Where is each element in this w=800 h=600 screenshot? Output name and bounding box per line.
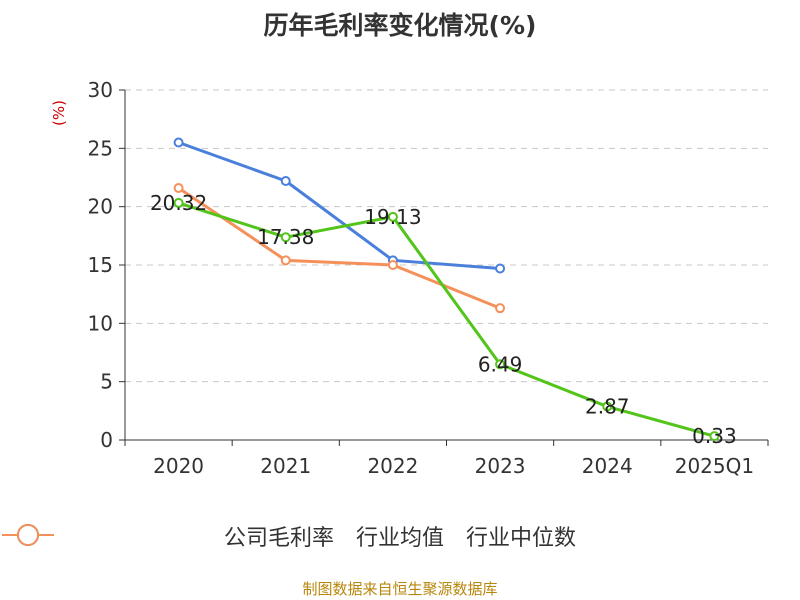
data-point: [173, 183, 184, 193]
data-point: [280, 176, 291, 186]
data-label: 6.49: [478, 352, 523, 376]
chart-title: 历年毛利率变化情况(%): [263, 11, 537, 40]
y-tick-label: 20: [88, 195, 113, 219]
data-point: [173, 137, 184, 148]
data-point: [280, 255, 291, 266]
y-tick-label: 0: [100, 428, 113, 452]
x-tick-label: 2025Q1: [675, 454, 754, 478]
x-tick-label: 2023: [475, 454, 526, 478]
series-line: [178, 141, 501, 270]
legend-item-industry-median[interactable]: 行业中位数: [2, 520, 577, 552]
y-tick-label: 15: [88, 253, 113, 277]
data-label: 0.33: [692, 424, 737, 448]
x-tick-label: 2024: [582, 454, 633, 478]
data-source-note: 制图数据来自恒生聚源数据库: [302, 580, 498, 598]
y-tick-label: 5: [100, 370, 113, 394]
legend-label-industry-median: 行业中位数: [466, 526, 577, 551]
legend-label-industry-avg: 行业均值: [355, 526, 444, 551]
legend-item-company[interactable]: 公司毛利率: [2, 520, 334, 552]
legend-label-company: 公司毛利率: [223, 526, 334, 551]
y-tick-label: 10: [88, 311, 113, 335]
y-tick-label: 25: [88, 136, 113, 160]
data-point: [709, 431, 720, 442]
legend-item-industry-avg[interactable]: 行业均值: [2, 520, 444, 552]
data-point: [173, 197, 184, 208]
legend: 公司毛利率 行业均值 行业中位数: [0, 520, 800, 552]
data-point: [495, 303, 506, 314]
data-label: 20.32: [150, 191, 207, 215]
data-point: [495, 263, 506, 274]
x-tick-label: 2021: [260, 454, 311, 478]
data-point: [387, 260, 398, 270]
data-label: 19.13: [364, 205, 421, 229]
data-point: [495, 359, 506, 370]
series-line: [177, 186, 501, 310]
data-label: 2.87: [585, 395, 630, 419]
x-tick-label: 2020: [153, 454, 204, 478]
x-tick-label: 2022: [367, 454, 418, 478]
series-line: [178, 201, 715, 438]
data-point: [280, 232, 291, 243]
data-point: [602, 401, 613, 412]
data-point: [387, 211, 398, 222]
legend-swatch-industry-median: [2, 524, 54, 546]
y-tick-label: 30: [88, 78, 113, 102]
data-label: 17.38: [257, 225, 314, 249]
